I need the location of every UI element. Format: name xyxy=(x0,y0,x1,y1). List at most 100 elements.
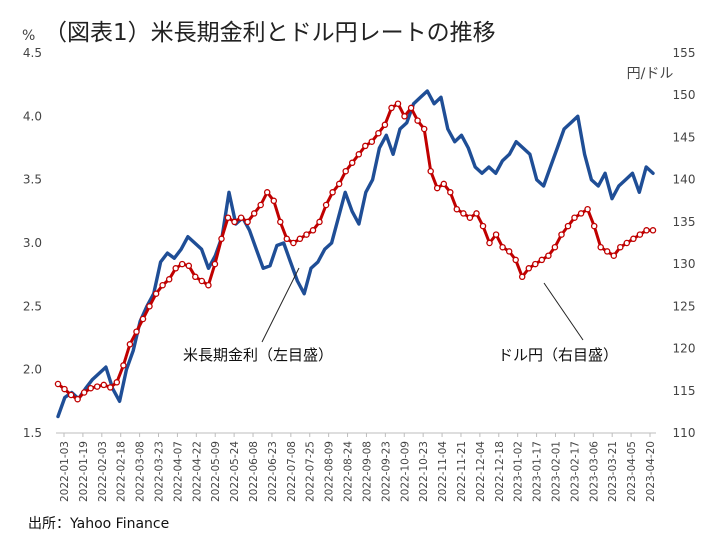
x-tick-label: 2023-02-17 xyxy=(569,441,581,502)
usdjpy-point xyxy=(433,184,441,192)
usdjpy-point xyxy=(263,189,271,196)
x-tick-label: 2022-06-08 xyxy=(248,441,260,502)
usdjpy-point xyxy=(87,384,94,392)
usdjpy-point xyxy=(460,210,467,217)
usdjpy-point xyxy=(499,243,506,251)
usdjpy-point xyxy=(420,125,428,133)
usdjpy-point xyxy=(590,222,598,230)
usdjpy-point xyxy=(159,281,166,289)
usdjpy-point xyxy=(329,189,336,196)
left-axis-ticks: 1.5 2.0 2.5 3.0 3.5 4.0 4.5 xyxy=(23,46,42,440)
usdjpy-point xyxy=(394,100,402,107)
usdjpy-point xyxy=(185,262,193,270)
x-tick-label: 2022-11-21 xyxy=(456,441,468,502)
usdjpy-point xyxy=(414,117,421,124)
series-line-yield xyxy=(56,89,655,419)
usdjpy-point xyxy=(316,218,323,226)
usdjpy-point xyxy=(492,231,500,238)
usdjpy-point xyxy=(335,180,343,188)
usdjpy-point xyxy=(74,395,81,403)
x-tick-label: 2023-03-06 xyxy=(588,441,600,502)
usdjpy-point xyxy=(237,214,245,221)
usdjpy-point xyxy=(218,235,225,243)
x-tick-label: 2023-04-05 xyxy=(626,441,638,502)
usdjpy-point xyxy=(113,379,121,386)
usdjpy-point xyxy=(172,265,179,272)
usdjpy-point xyxy=(636,231,644,238)
usdjpy-point xyxy=(61,385,68,393)
x-tick-label: 2022-03-23 xyxy=(154,441,166,502)
usdjpy-point xyxy=(133,328,140,335)
usdjpy-point xyxy=(440,180,448,188)
left-tick-label: 2.0 xyxy=(23,363,42,377)
x-axis-ticks: 2022-01-03 2022-01-19 2022-02-03 2022-02-18… xyxy=(59,433,657,502)
x-tick-label: 2022-01-03 xyxy=(59,441,71,502)
x-tick-label: 2022-02-18 xyxy=(116,441,128,502)
annotation-leader-usdjpy xyxy=(543,282,584,341)
right-tick-label: 135 xyxy=(673,215,696,229)
usdjpy-point xyxy=(447,189,454,196)
usdjpy-point xyxy=(100,381,108,389)
usdjpy-point xyxy=(80,389,88,396)
usdjpy-point xyxy=(558,231,565,238)
right-tick-label: 115 xyxy=(673,384,696,398)
usdjpy-point xyxy=(630,235,637,243)
usdjpy-point xyxy=(368,138,376,145)
usdjpy-point xyxy=(107,384,114,391)
usdjpy-point xyxy=(577,210,585,217)
usdjpy-point xyxy=(649,227,657,234)
usdjpy-point xyxy=(146,303,153,310)
annotation-usdjpy: ドル円（右目盛） xyxy=(498,346,618,364)
usdjpy-point xyxy=(479,222,487,230)
usdjpy-point xyxy=(283,235,291,243)
right-tick-label: 130 xyxy=(673,257,696,271)
usdjpy-point xyxy=(407,104,415,112)
usdjpy-point xyxy=(250,210,258,217)
usdjpy-point xyxy=(120,362,127,369)
right-axis-ticks: 110 115 120 125 130 135 140 145 150 155 xyxy=(673,46,696,440)
usdjpy-point xyxy=(512,256,519,264)
right-tick-label: 155 xyxy=(673,46,696,60)
usdjpy-point xyxy=(545,252,552,259)
left-tick-label: 4.0 xyxy=(23,109,42,123)
right-tick-label: 110 xyxy=(673,426,696,440)
usdjpy-point xyxy=(198,277,206,285)
usdjpy-point xyxy=(224,214,232,221)
usdjpy-point xyxy=(375,129,382,137)
x-tick-label: 2023-01-02 xyxy=(513,441,525,502)
usdjpy-point xyxy=(486,239,493,247)
x-tick-label: 2023-04-20 xyxy=(645,441,657,502)
x-tick-label: 2022-04-07 xyxy=(172,441,184,502)
x-tick-label: 2022-01-19 xyxy=(78,441,90,502)
usdjpy-point xyxy=(231,218,238,226)
x-tick-label: 2022-07-08 xyxy=(286,441,298,502)
x-tick-label: 2022-06-23 xyxy=(267,441,279,502)
usdjpy-point xyxy=(309,227,317,234)
usdjpy-point xyxy=(67,391,75,399)
usdjpy-point xyxy=(518,273,526,281)
usdjpy-point xyxy=(139,315,147,323)
usdjpy-point xyxy=(388,104,395,112)
x-tick-label: 2022-07-25 xyxy=(305,441,317,502)
usdjpy-point xyxy=(303,231,310,238)
usdjpy-point xyxy=(277,218,284,226)
x-tick-label: 2022-08-09 xyxy=(324,441,336,502)
usdjpy-point xyxy=(538,256,546,264)
usdjpy-point xyxy=(244,218,251,226)
usdjpy-point xyxy=(296,235,304,243)
right-tick-label: 140 xyxy=(673,173,696,187)
x-tick-label: 2022-03-08 xyxy=(135,441,147,502)
usdjpy-point xyxy=(93,383,101,390)
right-tick-label: 145 xyxy=(673,130,696,144)
left-tick-label: 3.0 xyxy=(23,236,42,250)
usdjpy-point xyxy=(571,214,578,221)
x-tick-label: 2022-10-23 xyxy=(418,441,430,502)
usdjpy-point xyxy=(427,167,434,175)
x-tick-label: 2022-08-24 xyxy=(343,441,355,502)
usdjpy-point xyxy=(211,260,219,268)
usdjpy-point xyxy=(623,239,631,247)
usdjpy-point xyxy=(643,227,650,234)
usdjpy-point xyxy=(473,210,480,217)
left-tick-label: 2.5 xyxy=(23,299,42,313)
right-tick-label: 120 xyxy=(673,342,696,356)
